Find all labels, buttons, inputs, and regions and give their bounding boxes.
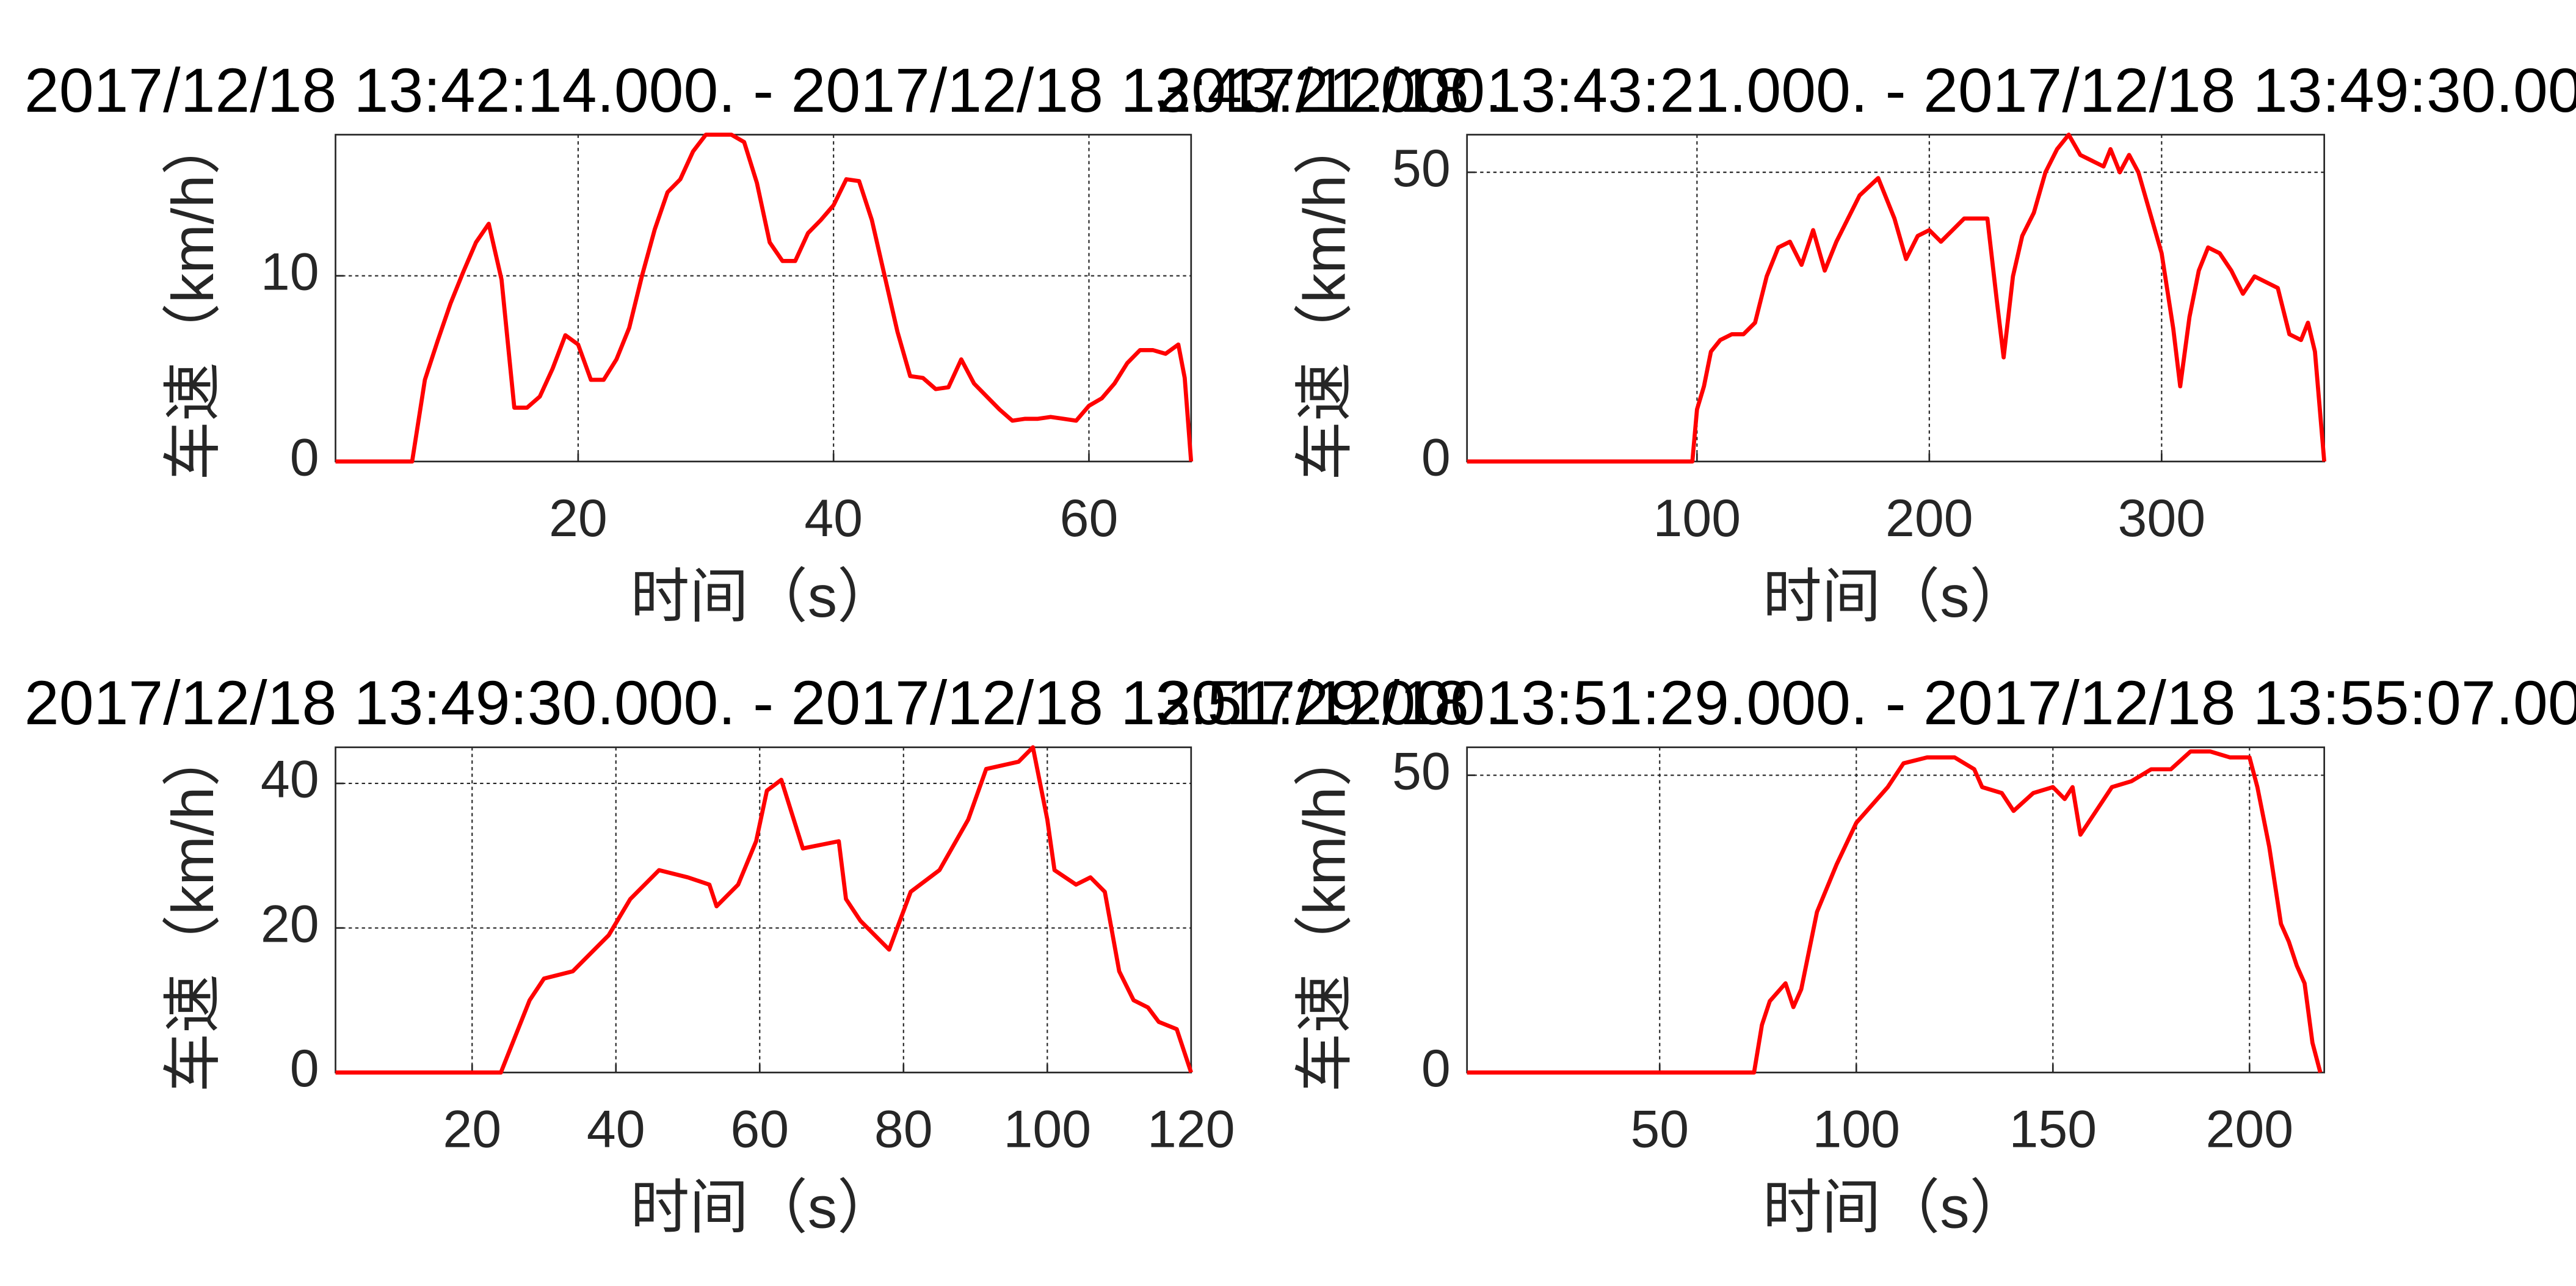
chart-title: 2017/12/18 13:42:14.000. - 2017/12/18 13…	[24, 55, 1503, 125]
chart-title: 2017/12/18 13:49:30.000. - 2017/12/18 13…	[24, 667, 1503, 738]
axes-background	[335, 747, 1191, 1073]
axes-background	[1467, 747, 2324, 1073]
y-tick-label: 10	[261, 242, 319, 301]
data-line	[1467, 133, 2327, 464]
x-tick-label: 60	[1060, 489, 1119, 548]
x-tick-label: 100	[1812, 1100, 1900, 1159]
x-tick-label: 60	[730, 1100, 789, 1159]
data-line	[335, 133, 1194, 464]
x-tick-label: 200	[2206, 1100, 2294, 1159]
x-axis-label: 时间（s）	[1763, 563, 2029, 630]
y-axis-label: 车速（km/h）	[159, 116, 226, 481]
axes-background	[1467, 134, 2324, 462]
x-tick-label: 100	[1653, 489, 1741, 548]
y-tick-label: 0	[1421, 1039, 1451, 1098]
x-tick-label: 40	[804, 489, 863, 548]
chart-title: 2017/12/18 13:51:29.000. - 2017/12/18 13…	[1156, 667, 2576, 738]
y-axis-label: 车速（km/h）	[159, 728, 226, 1092]
x-tick-label: 120	[1147, 1100, 1235, 1159]
y-axis-label: 车速（km/h）	[1291, 116, 1357, 481]
axes-box	[1466, 134, 2326, 463]
y-axis-label: 车速（km/h）	[1291, 728, 1357, 1092]
x-tick-label: 50	[1630, 1100, 1689, 1159]
y-tick-label: 20	[261, 895, 319, 953]
x-tick-label: 20	[443, 1100, 501, 1159]
x-axis-label: 时间（s）	[630, 563, 896, 630]
axes-box	[1466, 746, 2326, 1073]
x-tick-label: 150	[2009, 1100, 2097, 1159]
y-tick-label: 50	[1392, 139, 1451, 198]
y-tick-label: 50	[1392, 742, 1451, 801]
axes-box	[335, 134, 1192, 463]
x-tick-label: 300	[2118, 489, 2206, 548]
y-tick-label: 0	[290, 1039, 319, 1098]
y-tick-label: 0	[290, 429, 319, 487]
x-tick-label: 20	[549, 489, 608, 548]
x-tick-label: 200	[1885, 489, 1973, 548]
data-line	[335, 745, 1194, 1075]
x-tick-label: 40	[587, 1100, 645, 1159]
x-tick-label: 100	[1004, 1100, 1092, 1159]
chart-title: 2017/12/18 13:43:21.000. - 2017/12/18 13…	[1156, 55, 2576, 125]
y-tick-label: 0	[1421, 429, 1451, 487]
axes-background	[335, 134, 1191, 462]
x-tick-label: 80	[874, 1100, 933, 1159]
x-axis-label: 时间（s）	[1763, 1174, 2029, 1241]
x-axis-label: 时间（s）	[630, 1174, 896, 1241]
data-line	[1467, 749, 2323, 1075]
y-tick-label: 40	[261, 750, 319, 809]
axes-box	[335, 746, 1192, 1073]
